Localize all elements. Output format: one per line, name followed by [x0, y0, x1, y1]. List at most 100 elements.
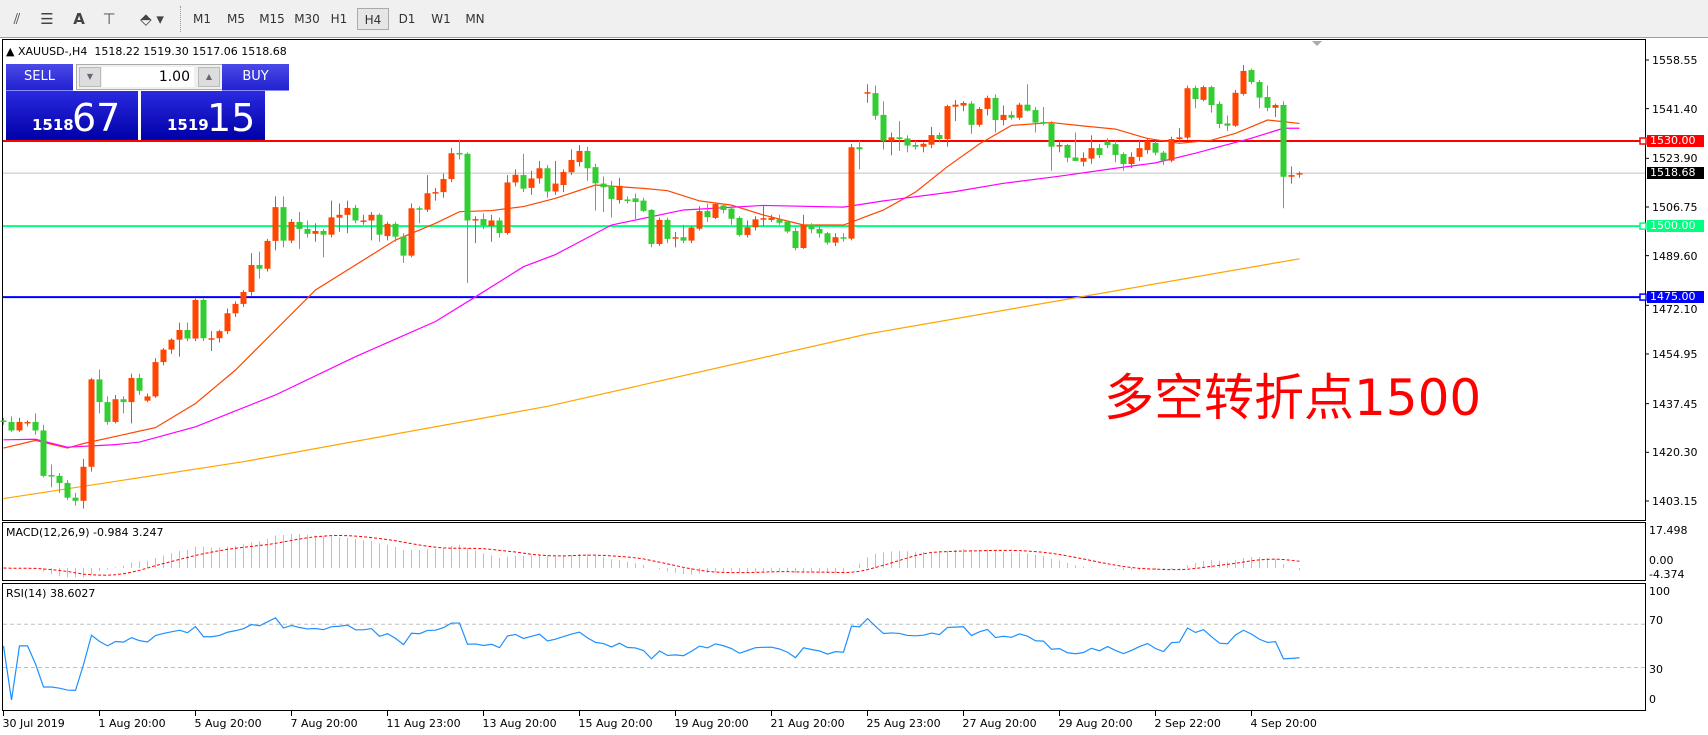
candle-bullish [752, 219, 759, 228]
candle-bullish [80, 466, 87, 501]
timeframe-h4[interactable]: H4 [357, 8, 389, 30]
candle-bullish [888, 137, 895, 141]
time-tick-label: 25 Aug 23:00 [866, 717, 941, 730]
candle-bullish [1056, 144, 1063, 147]
candle-bullish [744, 227, 751, 235]
candle-bullish [768, 217, 775, 220]
candle-bullish [568, 160, 575, 173]
candle-bearish [936, 135, 943, 140]
candle-bullish [848, 147, 855, 239]
line-handle [1639, 293, 1647, 301]
candle-bearish [856, 147, 863, 150]
collapse-triangle-icon[interactable]: ▲ [6, 45, 18, 58]
horizontal-line-tag: 1530.00 [1647, 135, 1704, 148]
candle-bullish [1240, 70, 1247, 94]
candle-bullish [128, 377, 135, 403]
candle-bearish [592, 167, 599, 184]
candle-bullish [1272, 104, 1279, 108]
bid-price-tag: 1518.68 [1647, 167, 1704, 180]
sell-button[interactable]: SELL [6, 64, 73, 91]
candle-bullish [16, 421, 23, 431]
rsi-tick: 0 [1649, 693, 1656, 706]
candle-bearish [1224, 123, 1231, 126]
candle-bearish [1152, 143, 1159, 153]
timeframe-d1[interactable]: D1 [398, 12, 416, 26]
line-handle [1639, 222, 1647, 230]
candle-bullish [344, 207, 351, 215]
candle-bearish [1216, 103, 1223, 124]
candle-bullish [760, 218, 767, 220]
candle-bearish [320, 230, 327, 235]
price-tick-label: 1506.75 [1652, 200, 1698, 214]
toolbar-separator [180, 6, 183, 32]
sell-price[interactable]: 1518 67 [6, 91, 138, 140]
candle-bullish [800, 224, 807, 248]
rsi-tick: 100 [1649, 585, 1670, 598]
ohlc-readout: 1518.22 1519.30 1517.06 1518.68 [94, 45, 287, 58]
candle-bullish [1000, 114, 1007, 121]
timeframe-m1[interactable]: M1 [193, 12, 211, 26]
rsi-panel[interactable] [2, 583, 1646, 711]
candle-bullish [384, 223, 391, 237]
time-tick-label: 11 Aug 23:00 [386, 717, 461, 730]
elliott-wave-icon[interactable]: ⫽ [13, 10, 21, 28]
candle-bullish [224, 313, 231, 332]
timeframe-h1[interactable]: H1 [330, 12, 348, 26]
buy-price-pips: 15 [207, 96, 256, 140]
candle-bearish [824, 233, 831, 243]
candle-bearish [0, 420, 7, 423]
main-chart-panel[interactable] [2, 39, 1646, 521]
candle-bearish [520, 175, 527, 189]
candle-bearish [120, 399, 127, 403]
lot-increase-icon[interactable]: ▲ [198, 67, 220, 87]
candle-bullish [408, 208, 415, 256]
timeframe-mn[interactable]: MN [465, 12, 485, 26]
candle-bullish [552, 183, 559, 192]
time-tick-label: 19 Aug 20:00 [674, 717, 749, 730]
candle-bearish [40, 430, 47, 476]
toolbar: ⫽ ☰ A ⊤ ⬘ ▾ M1 M5 M15 M30 H1 H4 D1 W1 MN [0, 0, 1708, 38]
candle-bullish [1288, 175, 1295, 177]
price-tick-label: 1523.90 [1652, 152, 1698, 166]
candle-bearish [904, 138, 911, 146]
text-icon[interactable]: A [73, 10, 85, 28]
buy-price[interactable]: 1519 15 [141, 91, 265, 140]
time-tick-label: 30 Jul 2019 [2, 717, 65, 730]
candle-bullish [536, 168, 543, 179]
macd-panel[interactable] [2, 522, 1646, 581]
timeframe-m30[interactable]: M30 [294, 12, 320, 26]
candle-bullish [832, 237, 839, 243]
candle-bearish [992, 97, 999, 121]
timeframe-w1[interactable]: W1 [431, 12, 451, 26]
price-tick-label: 1437.45 [1652, 397, 1698, 411]
candle-bearish [1048, 123, 1055, 147]
macd-tick: 17.498 [1649, 524, 1688, 537]
candle-bullish [616, 185, 623, 201]
candle-bullish [504, 182, 511, 233]
fibonacci-icon[interactable]: ☰ [40, 10, 54, 28]
timeframe-m15[interactable]: M15 [259, 12, 285, 26]
candle-bearish [64, 482, 71, 498]
timeframe-m5[interactable]: M5 [227, 12, 245, 26]
time-tick-label: 21 Aug 20:00 [770, 717, 845, 730]
candle-bearish [1032, 110, 1039, 123]
candle-bearish [1008, 114, 1015, 118]
text-label-icon[interactable]: ⊤ [102, 10, 116, 28]
buy-button[interactable]: BUY [222, 64, 289, 91]
time-tick-label: 5 Aug 20:00 [194, 717, 262, 730]
candle-bearish [1072, 157, 1079, 161]
lot-size-input[interactable]: 1.00 [102, 67, 194, 87]
candle-bearish [808, 224, 815, 230]
arrows-icon[interactable]: ⬘ ▾ [140, 10, 164, 28]
candle-bearish [544, 168, 551, 192]
candle-bearish [680, 237, 687, 241]
candle-bullish [328, 217, 335, 235]
candle-bullish [1016, 104, 1023, 118]
candle-bearish [464, 153, 471, 221]
price-tick-label: 1454.95 [1652, 347, 1698, 361]
candle-bearish [456, 152, 463, 155]
candle-bullish [160, 349, 167, 363]
candle-bullish [440, 179, 447, 193]
lot-decrease-icon[interactable]: ▼ [79, 67, 101, 87]
candle-bullish [1144, 140, 1151, 151]
